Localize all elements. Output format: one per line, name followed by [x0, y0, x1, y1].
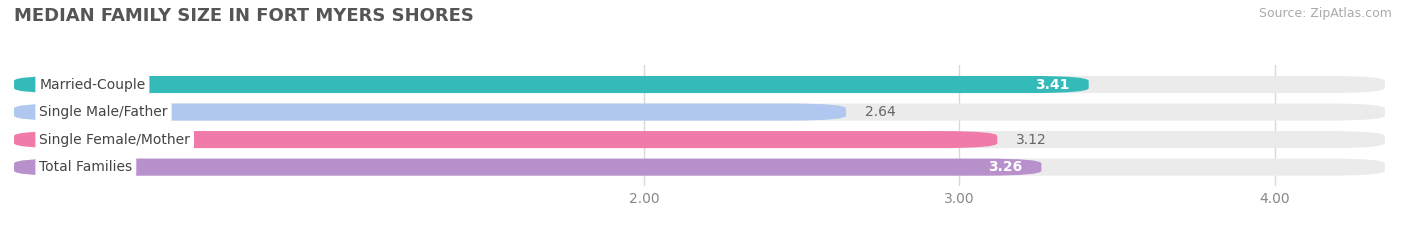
- Text: Single Female/Mother: Single Female/Mother: [39, 133, 190, 147]
- Text: Source: ZipAtlas.com: Source: ZipAtlas.com: [1258, 7, 1392, 20]
- Text: 3.12: 3.12: [1017, 133, 1047, 147]
- FancyBboxPatch shape: [14, 103, 1385, 121]
- FancyBboxPatch shape: [14, 103, 846, 121]
- FancyBboxPatch shape: [14, 76, 1385, 93]
- FancyBboxPatch shape: [14, 131, 997, 148]
- FancyBboxPatch shape: [14, 159, 1042, 176]
- Text: Single Male/Father: Single Male/Father: [39, 105, 167, 119]
- FancyBboxPatch shape: [14, 159, 1385, 176]
- FancyBboxPatch shape: [14, 131, 1385, 148]
- FancyBboxPatch shape: [14, 76, 1088, 93]
- Text: MEDIAN FAMILY SIZE IN FORT MYERS SHORES: MEDIAN FAMILY SIZE IN FORT MYERS SHORES: [14, 7, 474, 25]
- Text: Married-Couple: Married-Couple: [39, 78, 146, 92]
- Text: 3.26: 3.26: [988, 160, 1022, 174]
- Text: 2.64: 2.64: [865, 105, 896, 119]
- Text: 3.41: 3.41: [1035, 78, 1070, 92]
- Text: Total Families: Total Families: [39, 160, 132, 174]
